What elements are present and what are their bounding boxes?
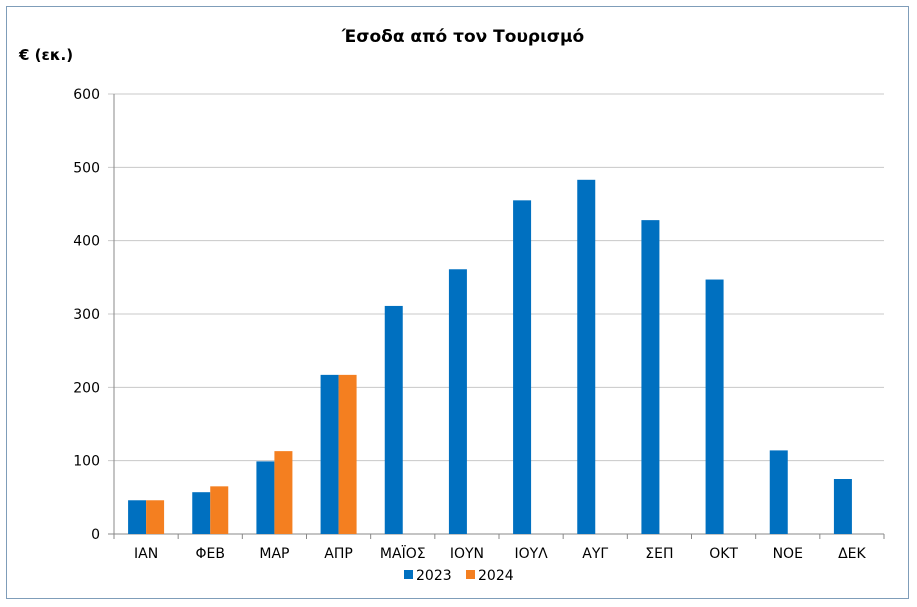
legend-swatch-2023 [404, 570, 413, 579]
legend-swatch-2024 [466, 570, 475, 579]
y-tick-label: 300 [73, 307, 100, 323]
bar-2024 [210, 486, 229, 534]
y-tick-label: 400 [73, 234, 100, 250]
x-tick-label: ΙΟΥΝ [450, 546, 484, 562]
bar-2023 [256, 461, 275, 534]
bar-2023 [705, 279, 724, 534]
chart-frame: Έσοδα από τον Τουρισμό € (εκ.) 0 100 200 30… [6, 6, 909, 599]
bar-2023 [128, 500, 147, 534]
bar-2023 [384, 305, 403, 534]
x-tick-label: ΜΑΪΟΣ [380, 544, 426, 562]
legend-label-2023: 2023 [416, 568, 452, 584]
bar-2023 [769, 450, 788, 534]
y-axis-label: € (εκ.) [18, 46, 73, 64]
x-tick-label: ΙΟΥΛ [514, 546, 548, 562]
x-tick-label: ΣΕΠ [645, 546, 673, 562]
chart-title: Έσοδα από τον Τουρισμό [341, 27, 584, 47]
bar-2024 [338, 374, 357, 534]
x-tick-label: ΟΚΤ [709, 546, 738, 562]
x-tick-label: ΦΕΒ [196, 546, 225, 562]
legend: 2023 2024 [404, 568, 514, 584]
x-tick-label: ΑΠΡ [324, 546, 353, 562]
y-tick-label: 100 [73, 454, 100, 470]
bar-2023 [448, 269, 467, 534]
bar-2023 [320, 374, 339, 534]
y-tick-label: 0 [91, 527, 100, 543]
bar-2024 [274, 451, 293, 534]
gridlines [108, 93, 884, 535]
y-tick-label: 500 [73, 160, 100, 176]
y-tick-label: 600 [73, 87, 100, 103]
legend-label-2024: 2024 [478, 568, 514, 584]
bar-2024 [146, 500, 165, 534]
bar-2023 [577, 179, 596, 535]
x-tick-label: ΜΑΡ [259, 546, 289, 562]
y-tick-label: 200 [73, 380, 100, 396]
bar-2023 [192, 492, 211, 534]
y-axis-ticks: 0 100 200 300 400 500 600 [73, 87, 100, 543]
bar-2023 [641, 220, 660, 534]
chart: Έσοδα από τον Τουρισμό € (εκ.) 0 100 200 30… [18, 27, 885, 584]
x-tick-label: ΑΥΓ [582, 546, 608, 562]
x-tick-label: ΔΕΚ [838, 546, 866, 562]
x-tick-label: ΙΑΝ [134, 546, 158, 562]
x-axis-ticks: ΙΑΝ ΦΕΒ ΜΑΡ ΑΠΡ ΜΑΪΟΣ ΙΟΥΝ ΙΟΥΛ ΑΥΓ ΣΕΠ ΟΚΤ ΝΟΕ ΔΕΚ [113, 534, 885, 562]
bar-2023 [833, 479, 852, 534]
x-tick-label: ΝΟΕ [773, 546, 803, 562]
bar-2023 [513, 200, 532, 535]
bars [128, 179, 852, 535]
